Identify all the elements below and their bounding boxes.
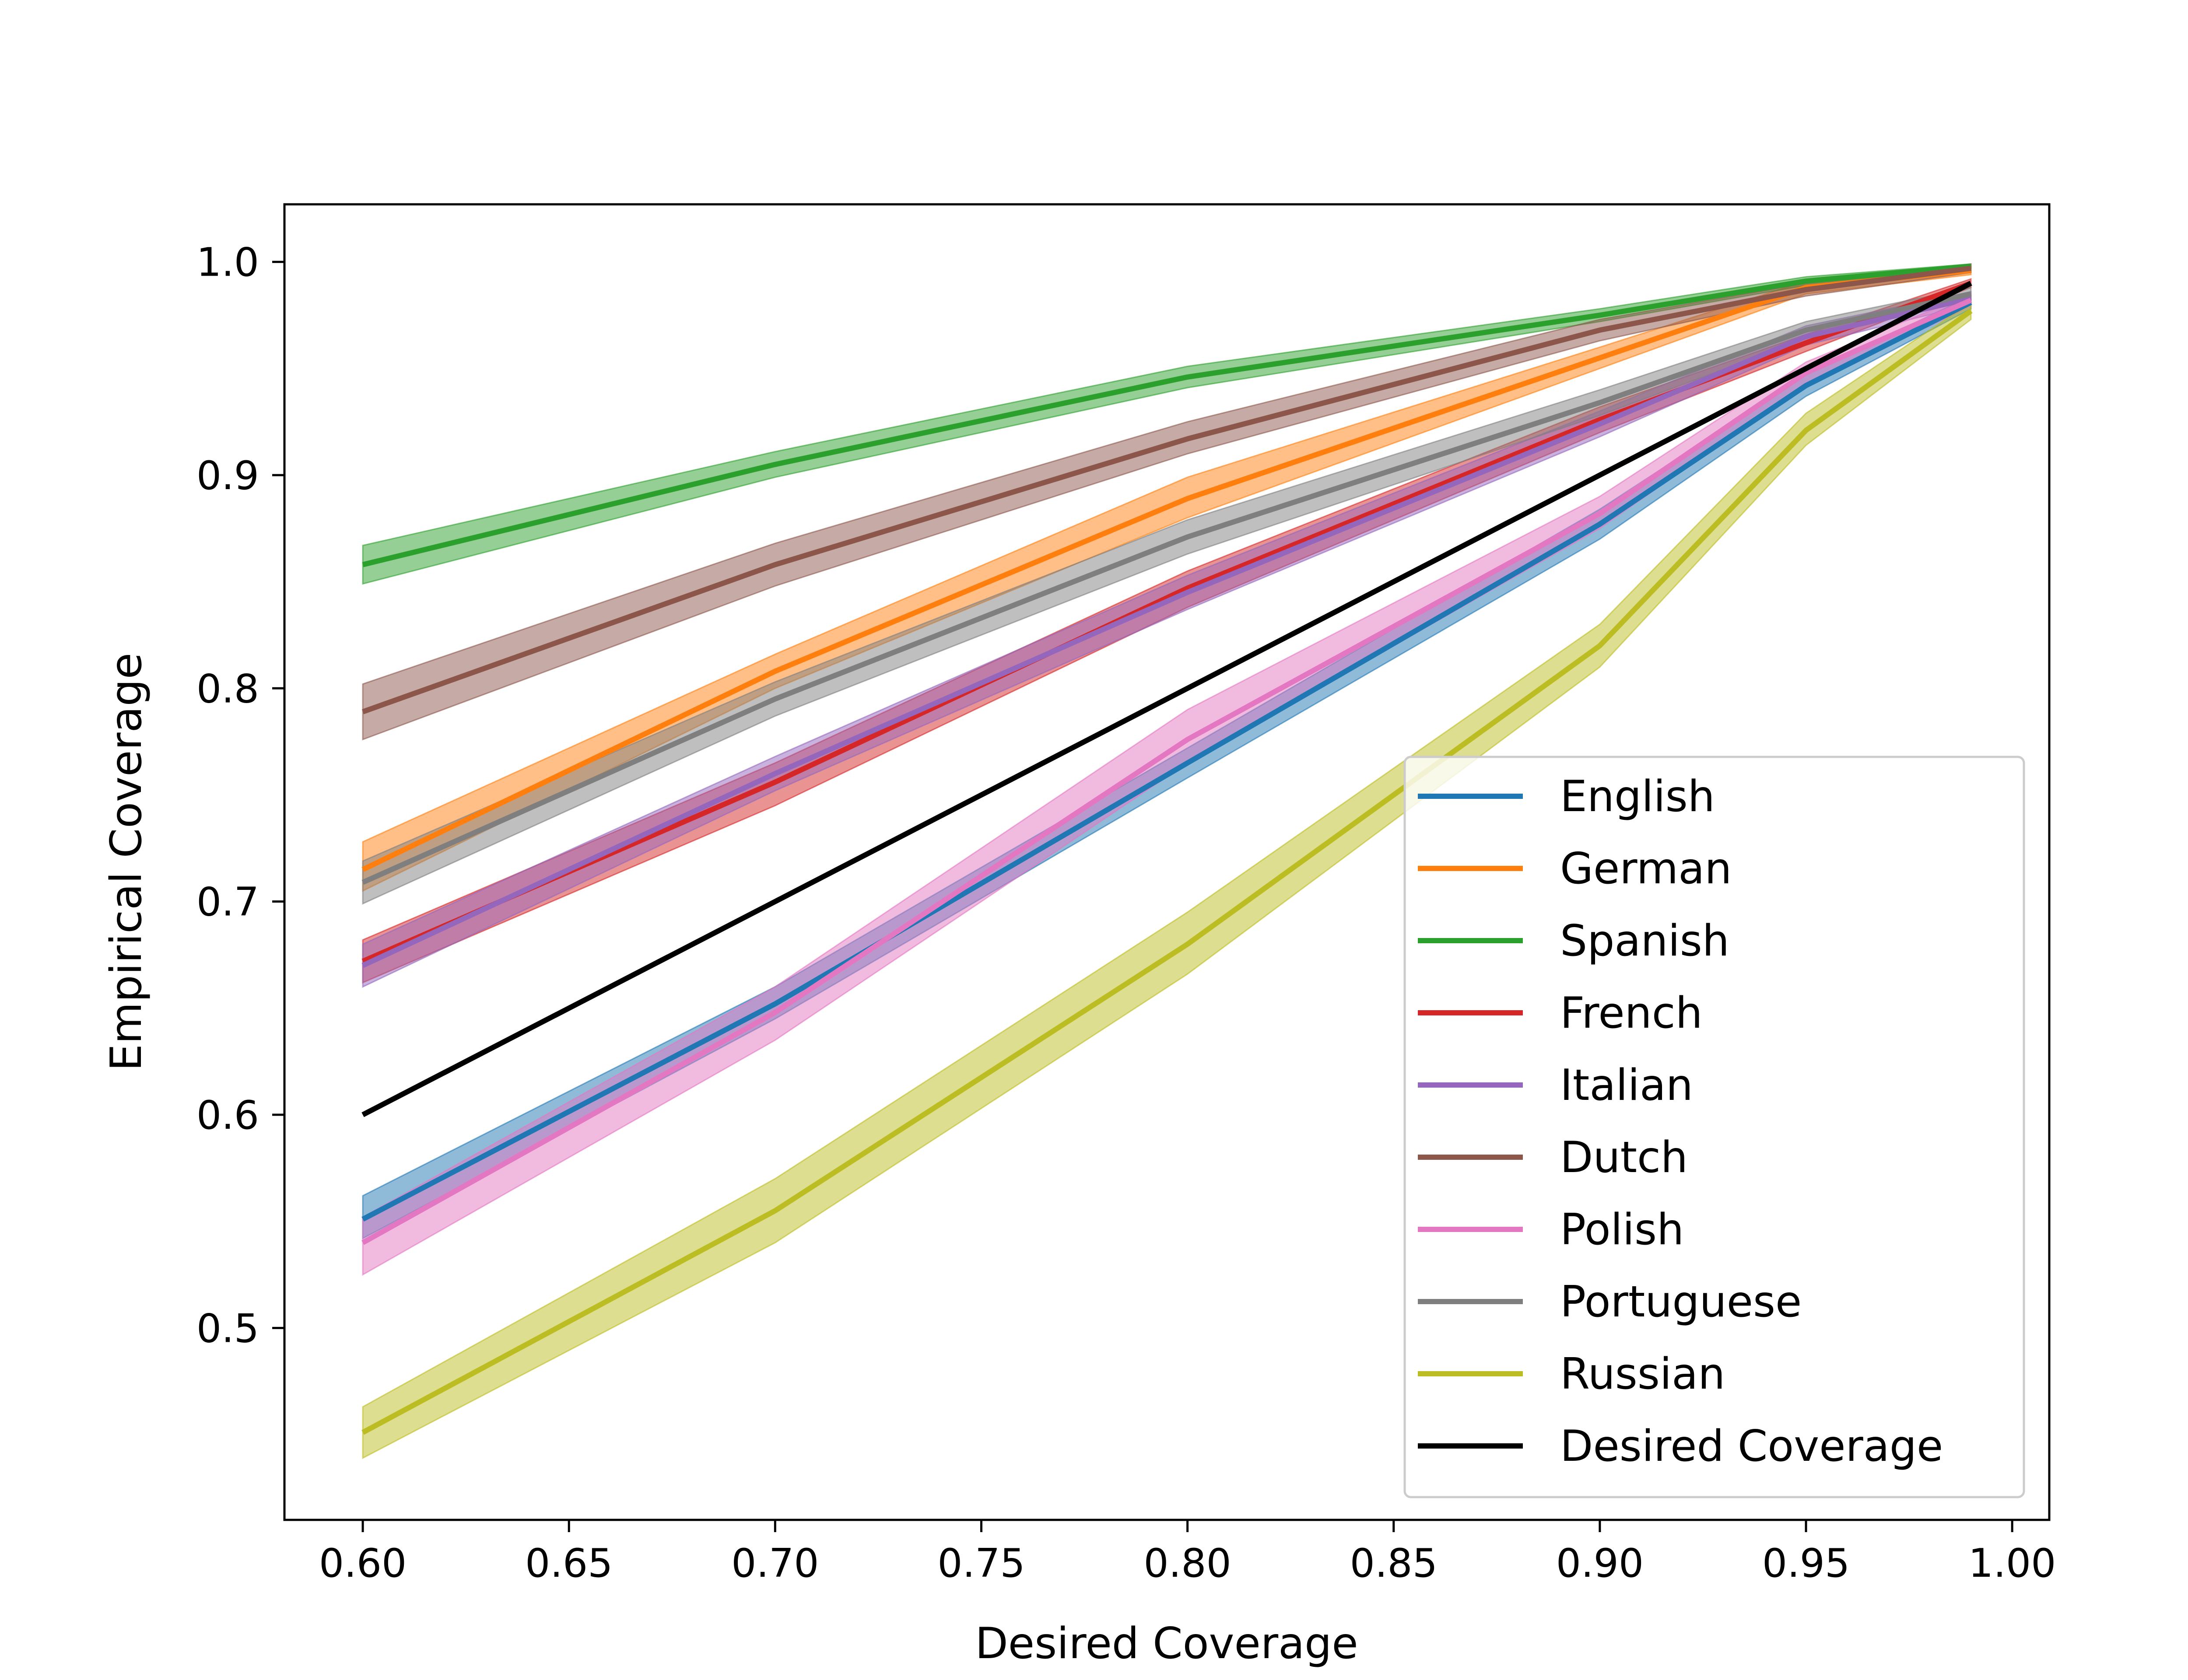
legend-label-english: English — [1560, 772, 1715, 822]
line-spanish — [362, 263, 1971, 567]
legend: English German Spanish French Italian Dutch Po… — [1403, 756, 2025, 1498]
legend-label-russian: Russian — [1560, 1349, 1725, 1399]
x-tick-label: 0.75 — [937, 1540, 1025, 1586]
line-italian — [361, 295, 1972, 968]
y-tick-label: 0.8 — [196, 666, 259, 712]
legend-label-polish: Polish — [1560, 1205, 1684, 1255]
x-tick-label: 0.70 — [731, 1540, 819, 1586]
band-russian — [362, 301, 1972, 1460]
legend-frame — [1403, 756, 2025, 1498]
y-tick-label: 0.6 — [196, 1092, 259, 1138]
plot-area — [283, 203, 2051, 1521]
legend-label-french: French — [1560, 988, 1703, 1038]
x-tick-label: 0.85 — [1350, 1540, 1438, 1586]
series-lines — [361, 263, 1973, 1435]
line-russian — [361, 308, 1973, 1435]
legend-label-portuguese: Portuguese — [1560, 1277, 1802, 1327]
x-axis-label: Desired Coverage — [975, 1619, 1358, 1669]
line-polish — [361, 298, 1972, 1245]
y-tick-label: 0.7 — [196, 879, 259, 925]
axes-frame — [283, 203, 2051, 1521]
legend-label-german: German — [1560, 844, 1732, 894]
x-tick-label: 0.65 — [525, 1540, 613, 1586]
y-tick-label: 0.5 — [196, 1306, 259, 1351]
legend-label-desired-coverage: Desired Coverage — [1560, 1421, 1943, 1471]
line-french — [361, 280, 1972, 964]
line-portuguese — [361, 291, 1972, 885]
x-tick-label: 1.00 — [1968, 1540, 2056, 1586]
x-tick-label: 0.90 — [1556, 1540, 1644, 1586]
y-tick-label: 0.9 — [196, 453, 259, 499]
x-tick-label: 0.80 — [1143, 1540, 1231, 1586]
line-desired-coverage — [361, 280, 1972, 1117]
line-english — [361, 300, 1972, 1222]
legend-label-dutch: Dutch — [1560, 1133, 1688, 1183]
y-tick-label: 1.0 — [196, 240, 259, 286]
legend-entries: English German Spanish French Italian Dutch Po… — [1418, 772, 1943, 1471]
legend-label-italian: Italian — [1560, 1060, 1693, 1110]
y-axis-label: Empirical Coverage — [102, 653, 151, 1071]
y-axis-ticks: 0.5 0.6 0.7 0.8 0.9 1.0 — [196, 240, 284, 1351]
line-dutch — [362, 266, 1971, 714]
x-axis-ticks: 0.60 0.65 0.70 0.75 0.80 0.85 0.90 0.95 1.00 — [319, 1520, 2056, 1586]
x-tick-label: 0.95 — [1762, 1540, 1850, 1586]
legend-label-spanish: Spanish — [1560, 916, 1729, 966]
x-tick-label: 0.60 — [319, 1540, 407, 1586]
